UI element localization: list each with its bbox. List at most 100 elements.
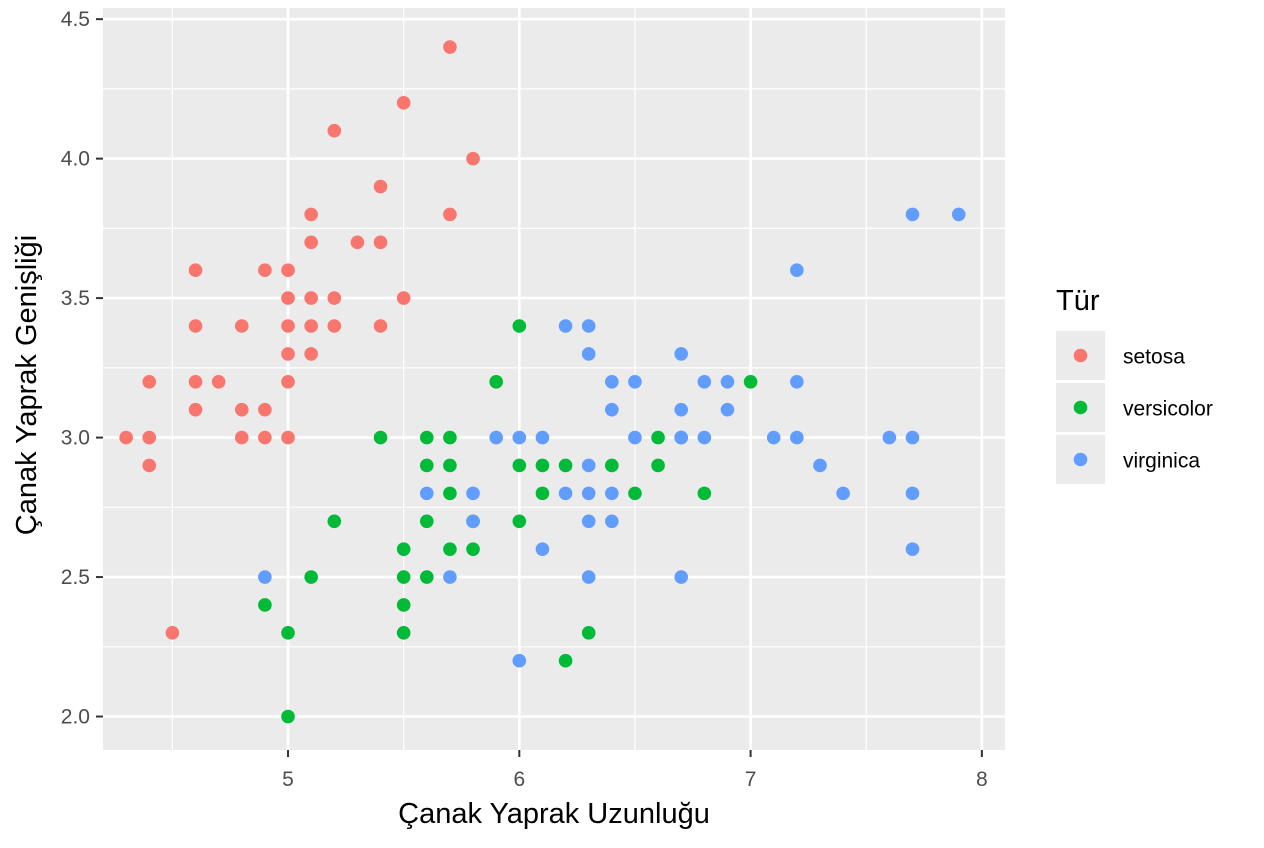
versicolor-point (304, 570, 318, 584)
virginica-point (905, 430, 920, 445)
versicolor-point (535, 458, 550, 473)
y-tick-label: 3.0 (61, 427, 90, 450)
versicolor-point (628, 486, 642, 501)
setosa-point (281, 291, 295, 305)
versicolor-point (651, 430, 665, 445)
versicolor-point (581, 626, 596, 640)
axes: 5 6 7 8 2.0 2.5 3.0 3.5 4.0 4.5 (61, 8, 988, 791)
setosa-point (258, 430, 272, 445)
virginica-point (419, 486, 434, 501)
x-tick-label: 8 (976, 768, 988, 791)
virginica-point (605, 374, 619, 389)
virginica-point (766, 430, 781, 445)
y-tick-label: 2.5 (61, 566, 90, 589)
virginica-point (813, 458, 827, 473)
setosa-point (304, 319, 318, 333)
setosa-point (258, 263, 272, 278)
virginica-point (628, 430, 642, 445)
virginica-point (512, 653, 527, 668)
versicolor-point (443, 458, 457, 473)
virginica-point (605, 514, 619, 529)
setosa-point (142, 374, 157, 389)
legend-marker-virginica (1073, 452, 1088, 467)
setosa-point (304, 291, 318, 305)
setosa-point (373, 235, 388, 250)
legend-marker-versicolor (1073, 400, 1088, 415)
legend-label-setosa: setosa (1123, 346, 1185, 369)
versicolor-point (396, 598, 411, 612)
virginica-point (790, 430, 804, 445)
virginica-point (790, 263, 804, 278)
y-tick-label: 4.0 (61, 148, 90, 171)
virginica-point (581, 514, 596, 529)
legend-label-versicolor: versicolor (1123, 398, 1213, 421)
virginica-point (581, 319, 596, 333)
y-axis-title: Çanak Yaprak Genişliği (11, 235, 43, 535)
versicolor-point (443, 486, 457, 501)
versicolor-point (396, 626, 411, 640)
virginica-point (512, 430, 527, 445)
setosa-point (119, 430, 133, 445)
setosa-point (466, 151, 480, 166)
virginica-point (489, 430, 503, 445)
setosa-point (304, 207, 318, 222)
versicolor-point (443, 430, 457, 445)
setosa-point (188, 374, 203, 389)
versicolor-point (396, 542, 411, 556)
setosa-point (396, 291, 411, 305)
virginica-point (581, 458, 596, 473)
x-axis-title: Çanak Yaprak Uzunluğu (398, 798, 710, 830)
virginica-point (905, 486, 920, 501)
setosa-point (304, 235, 318, 250)
versicolor-point (743, 374, 758, 389)
setosa-point (281, 374, 295, 389)
versicolor-point (512, 319, 527, 333)
setosa-point (211, 374, 226, 389)
versicolor-point (258, 598, 272, 612)
virginica-point (628, 374, 642, 389)
virginica-point (951, 207, 966, 222)
virginica-point (535, 542, 550, 556)
virginica-point (836, 486, 850, 501)
panel-background (103, 8, 1005, 750)
virginica-point (581, 486, 596, 501)
virginica-point (605, 402, 619, 417)
legend-label-virginica: virginica (1123, 450, 1200, 473)
versicolor-point (281, 626, 295, 640)
setosa-point (258, 402, 272, 417)
setosa-point (234, 319, 249, 333)
setosa-point (188, 319, 203, 333)
setosa-point (443, 40, 457, 54)
y-tick-label: 3.5 (61, 287, 90, 310)
versicolor-point (697, 486, 712, 501)
virginica-point (674, 347, 689, 361)
setosa-point (188, 402, 203, 417)
setosa-point (188, 263, 203, 278)
virginica-point (535, 430, 550, 445)
versicolor-point (558, 653, 573, 668)
virginica-point (466, 514, 480, 529)
versicolor-point (466, 542, 480, 556)
virginica-point (466, 486, 480, 501)
setosa-point (281, 263, 295, 278)
versicolor-point (419, 514, 434, 529)
versicolor-point (419, 570, 434, 584)
setosa-point (396, 96, 411, 110)
virginica-point (905, 542, 920, 556)
setosa-point (443, 207, 457, 222)
setosa-point (327, 291, 342, 305)
virginica-point (558, 486, 573, 501)
y-tick-label: 2.0 (61, 706, 90, 729)
versicolor-point (281, 709, 295, 724)
virginica-point (905, 207, 920, 222)
virginica-point (720, 374, 735, 389)
virginica-point (581, 347, 596, 361)
setosa-point (281, 347, 295, 361)
versicolor-point (489, 374, 503, 389)
versicolor-point (419, 458, 434, 473)
plot-panel (103, 8, 1005, 750)
virginica-point (581, 570, 596, 584)
versicolor-point (605, 458, 619, 473)
virginica-point (674, 570, 689, 584)
